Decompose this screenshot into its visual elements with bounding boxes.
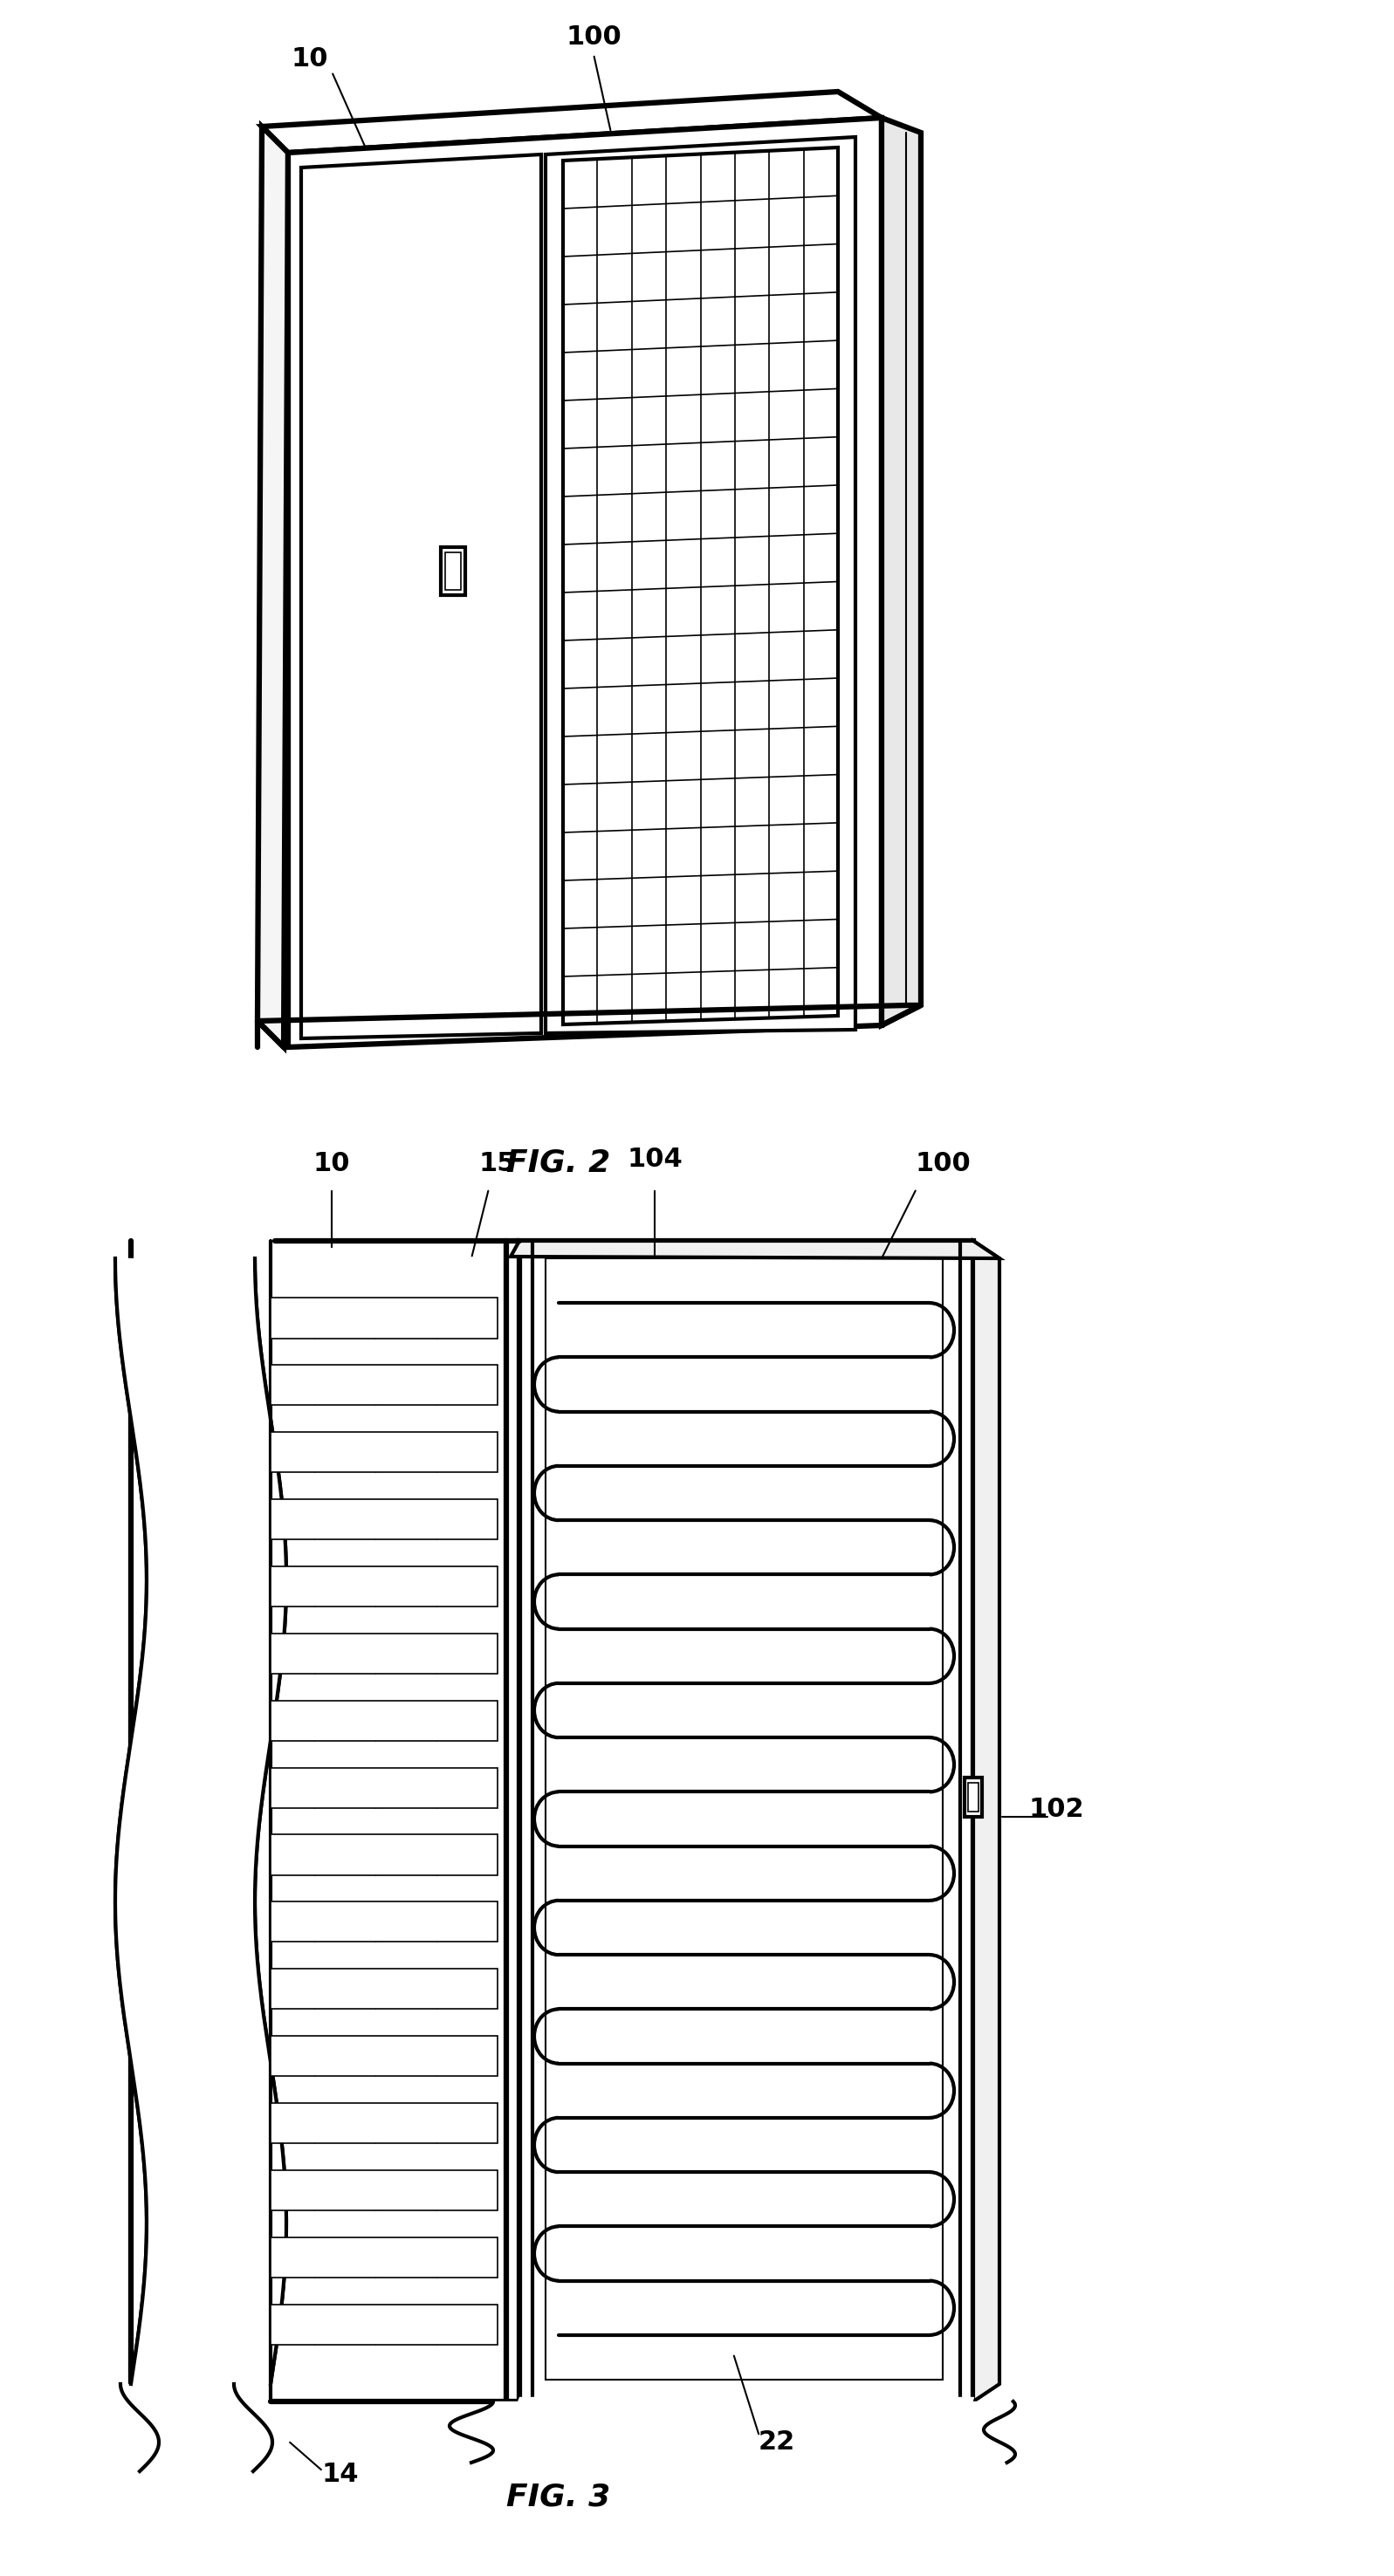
Bar: [445, 551, 461, 590]
Text: FIG. 3: FIG. 3: [506, 2483, 611, 2512]
Bar: [441, 546, 466, 595]
Polygon shape: [289, 118, 881, 1048]
Polygon shape: [301, 155, 541, 1038]
Bar: [270, 2102, 498, 2143]
Bar: [967, 1783, 979, 1811]
Bar: [270, 1566, 498, 1607]
Bar: [270, 1767, 498, 1808]
Text: 100: 100: [566, 23, 622, 49]
Text: FIG. 2: FIG. 2: [506, 1146, 611, 1177]
Text: 102: 102: [1029, 1795, 1085, 1821]
Text: 100: 100: [914, 1151, 970, 1177]
Polygon shape: [510, 1242, 999, 1257]
Bar: [270, 1365, 498, 1406]
Polygon shape: [258, 126, 289, 1048]
Bar: [270, 1633, 498, 1674]
Polygon shape: [563, 147, 838, 1025]
Bar: [965, 1777, 981, 1816]
Polygon shape: [262, 93, 881, 152]
Text: 10: 10: [291, 46, 329, 72]
Bar: [270, 1432, 498, 1473]
Polygon shape: [881, 118, 921, 1025]
Polygon shape: [520, 1242, 973, 2401]
Bar: [270, 2169, 498, 2210]
Bar: [270, 1968, 498, 2009]
Bar: [270, 2303, 498, 2344]
Bar: [270, 1499, 498, 1540]
Polygon shape: [545, 137, 856, 1033]
Bar: [270, 2035, 498, 2076]
Bar: [270, 1834, 498, 1875]
Bar: [270, 2236, 498, 2277]
Text: 14: 14: [322, 2463, 360, 2486]
Text: 22: 22: [758, 2429, 796, 2455]
Text: 10: 10: [314, 1151, 350, 1177]
Bar: [270, 1700, 498, 1741]
Text: 104: 104: [627, 1146, 683, 1172]
Polygon shape: [973, 1242, 999, 2401]
Bar: [270, 1298, 498, 1337]
Polygon shape: [545, 1257, 942, 2380]
Bar: [270, 1901, 498, 1942]
Text: 15: 15: [480, 1151, 516, 1177]
